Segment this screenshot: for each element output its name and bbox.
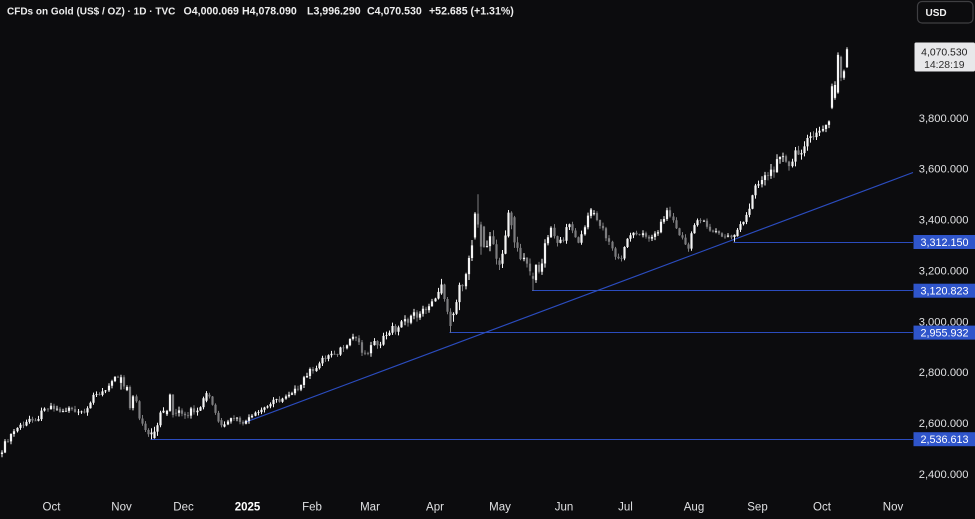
svg-text:Aug: Aug	[684, 502, 704, 514]
svg-text:3,600.000: 3,600.000	[919, 164, 969, 176]
svg-text:May: May	[489, 502, 511, 514]
svg-text:Dec: Dec	[173, 502, 194, 514]
svg-text:4,070.530: 4,070.530	[921, 47, 967, 58]
svg-text:3,400.000: 3,400.000	[919, 215, 969, 227]
svg-text:3,800.000: 3,800.000	[919, 113, 969, 125]
svg-text:Nov: Nov	[883, 502, 904, 514]
svg-text:Oct: Oct	[43, 502, 62, 514]
svg-text:2,600.000: 2,600.000	[919, 418, 969, 430]
svg-text:3,120.823: 3,120.823	[920, 286, 968, 298]
svg-text:Sep: Sep	[747, 502, 767, 514]
svg-text:CFDs on Gold (US$ / OZ) · 1D ·: CFDs on Gold (US$ / OZ) · 1D · TVC	[7, 7, 175, 18]
svg-text:3,200.000: 3,200.000	[919, 265, 969, 277]
svg-text:Jul: Jul	[618, 502, 633, 514]
svg-text:Oct: Oct	[813, 502, 832, 514]
svg-text:3,312.150: 3,312.150	[920, 237, 968, 249]
svg-text:2,955.932: 2,955.932	[920, 328, 968, 340]
svg-text:2,536.613: 2,536.613	[920, 434, 968, 446]
svg-text:Apr: Apr	[426, 502, 444, 514]
svg-text:2025: 2025	[235, 502, 261, 514]
svg-text:Mar: Mar	[360, 502, 380, 514]
svg-text:2,400.000: 2,400.000	[919, 469, 969, 481]
svg-text:3,000.000: 3,000.000	[919, 316, 969, 328]
svg-text:14:28:19: 14:28:19	[924, 60, 965, 71]
svg-text:USD: USD	[926, 8, 947, 19]
svg-text:Jun: Jun	[555, 502, 574, 514]
svg-text:Nov: Nov	[111, 502, 132, 514]
svg-text:2,800.000: 2,800.000	[919, 367, 969, 379]
svg-text:Feb: Feb	[302, 502, 322, 514]
